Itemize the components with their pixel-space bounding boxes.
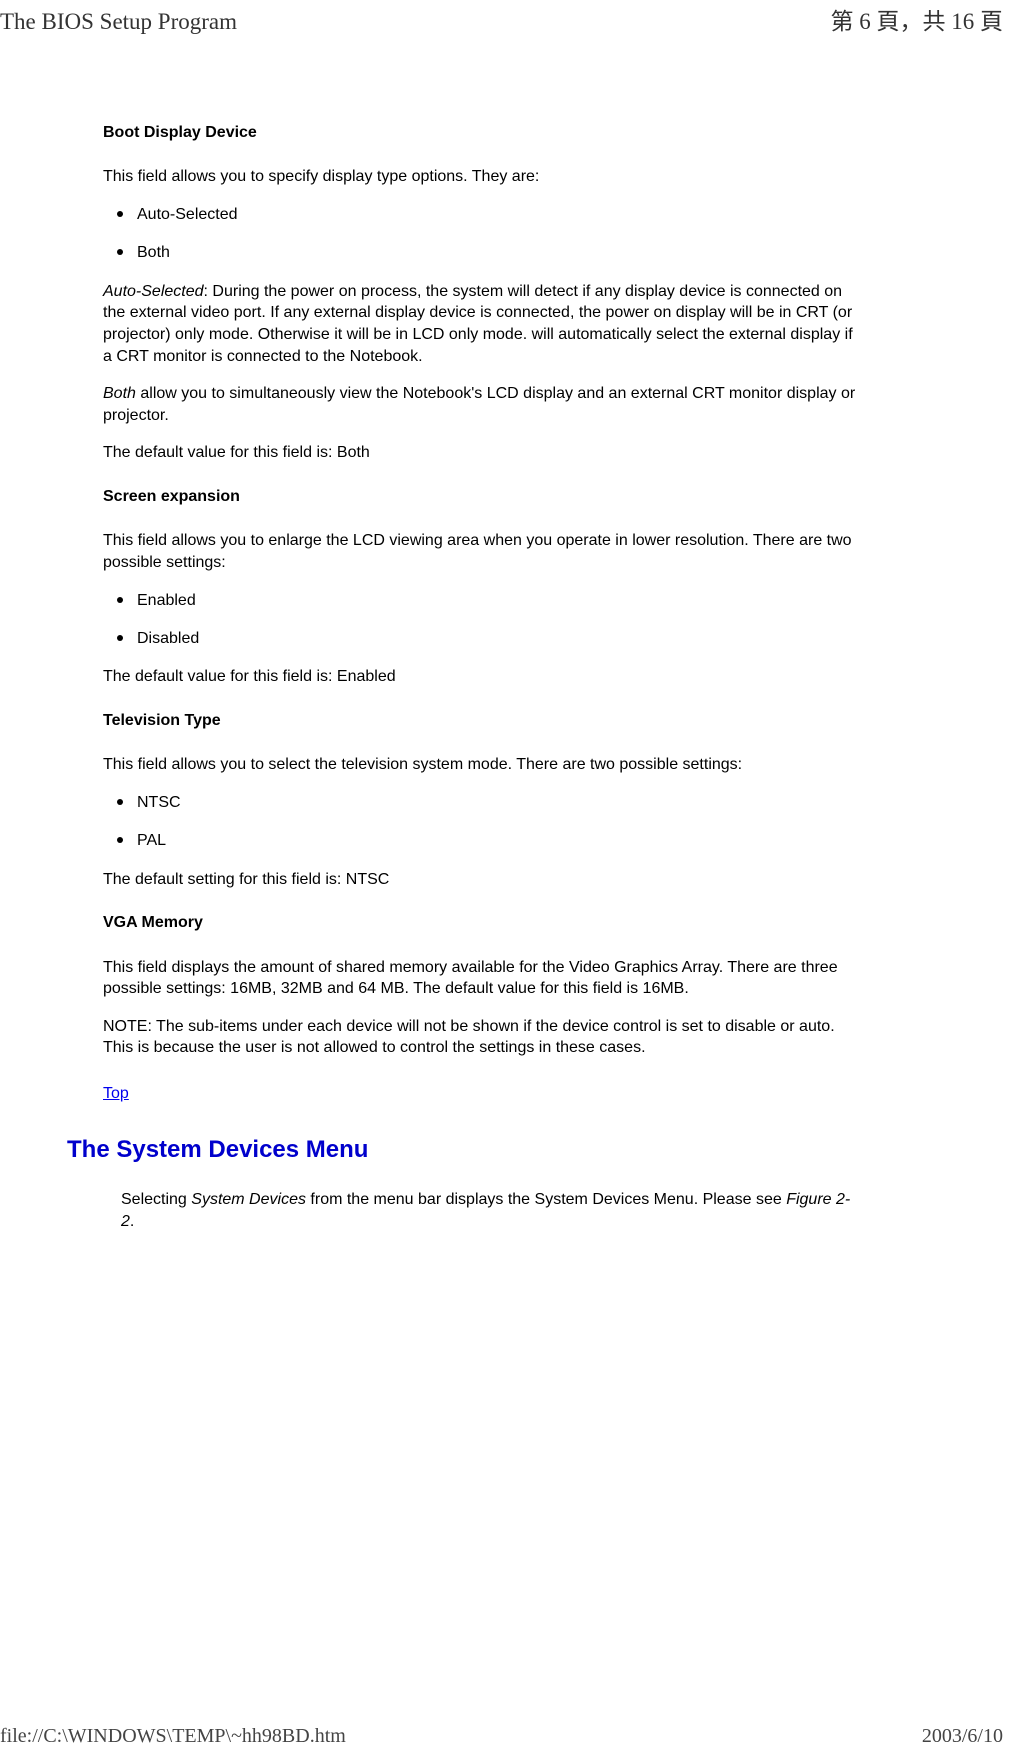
auto-text: : During the power on process, the syste… <box>103 283 853 365</box>
screen-expansion-options: Enabled Disabled <box>103 590 863 651</box>
system-devices-heading: The System Devices Menu <box>67 1133 863 1167</box>
television-intro: This field allows you to select the tele… <box>103 754 863 776</box>
devices-text-pre: Selecting <box>121 1191 191 1208</box>
auto-label: Auto-Selected <box>103 283 204 300</box>
devices-menu-text: Selecting System Devices from the menu b… <box>121 1189 863 1232</box>
television-options: NTSC PAL <box>103 792 863 853</box>
list-item: Both <box>103 242 863 264</box>
list-item: Auto-Selected <box>103 204 863 226</box>
main-content: Boot Display Device This field allows yo… <box>103 100 863 1248</box>
footer-date: 2003/6/10 <box>922 1722 1003 1750</box>
screen-expansion-title: Screen expansion <box>103 486 863 508</box>
list-item: NTSC <box>103 792 863 814</box>
page-header-title: The BIOS Setup Program <box>0 6 237 38</box>
screen-expansion-default: The default value for this field is: Ena… <box>103 666 863 688</box>
auto-selected-paragraph: Auto-Selected: During the power on proce… <box>103 281 863 367</box>
list-item: Enabled <box>103 590 863 612</box>
both-text: allow you to simultaneously view the Not… <box>103 385 855 424</box>
both-paragraph: Both allow you to simultaneously view th… <box>103 383 863 426</box>
devices-text-italic: System Devices <box>191 1191 306 1208</box>
screen-expansion-intro: This field allows you to enlarge the LCD… <box>103 530 863 573</box>
boot-display-intro: This field allows you to specify display… <box>103 166 863 188</box>
boot-display-options: Auto-Selected Both <box>103 204 863 265</box>
vga-text: This field displays the amount of shared… <box>103 957 863 1000</box>
both-label: Both <box>103 385 136 402</box>
footer-path: file://C:\WINDOWS\TEMP\~hh98BD.htm <box>0 1722 346 1750</box>
list-item: PAL <box>103 830 863 852</box>
devices-period: . <box>130 1213 134 1230</box>
television-title: Television Type <box>103 710 863 732</box>
vga-title: VGA Memory <box>103 912 863 934</box>
television-default: The default setting for this field is: N… <box>103 869 863 891</box>
top-link[interactable]: Top <box>103 1083 129 1105</box>
devices-text-post: from the menu bar displays the System De… <box>306 1191 786 1208</box>
list-item: Disabled <box>103 628 863 650</box>
boot-display-default: The default value for this field is: Bot… <box>103 442 863 464</box>
vga-note: NOTE: The sub-items under each device wi… <box>103 1016 863 1059</box>
boot-display-title: Boot Display Device <box>103 122 863 144</box>
page-header-pagenum: 第 6 頁，共 16 頁 <box>831 6 1004 38</box>
